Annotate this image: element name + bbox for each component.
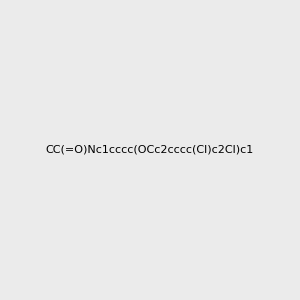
Text: CC(=O)Nc1cccc(OCc2cccc(Cl)c2Cl)c1: CC(=O)Nc1cccc(OCc2cccc(Cl)c2Cl)c1 bbox=[46, 145, 254, 155]
